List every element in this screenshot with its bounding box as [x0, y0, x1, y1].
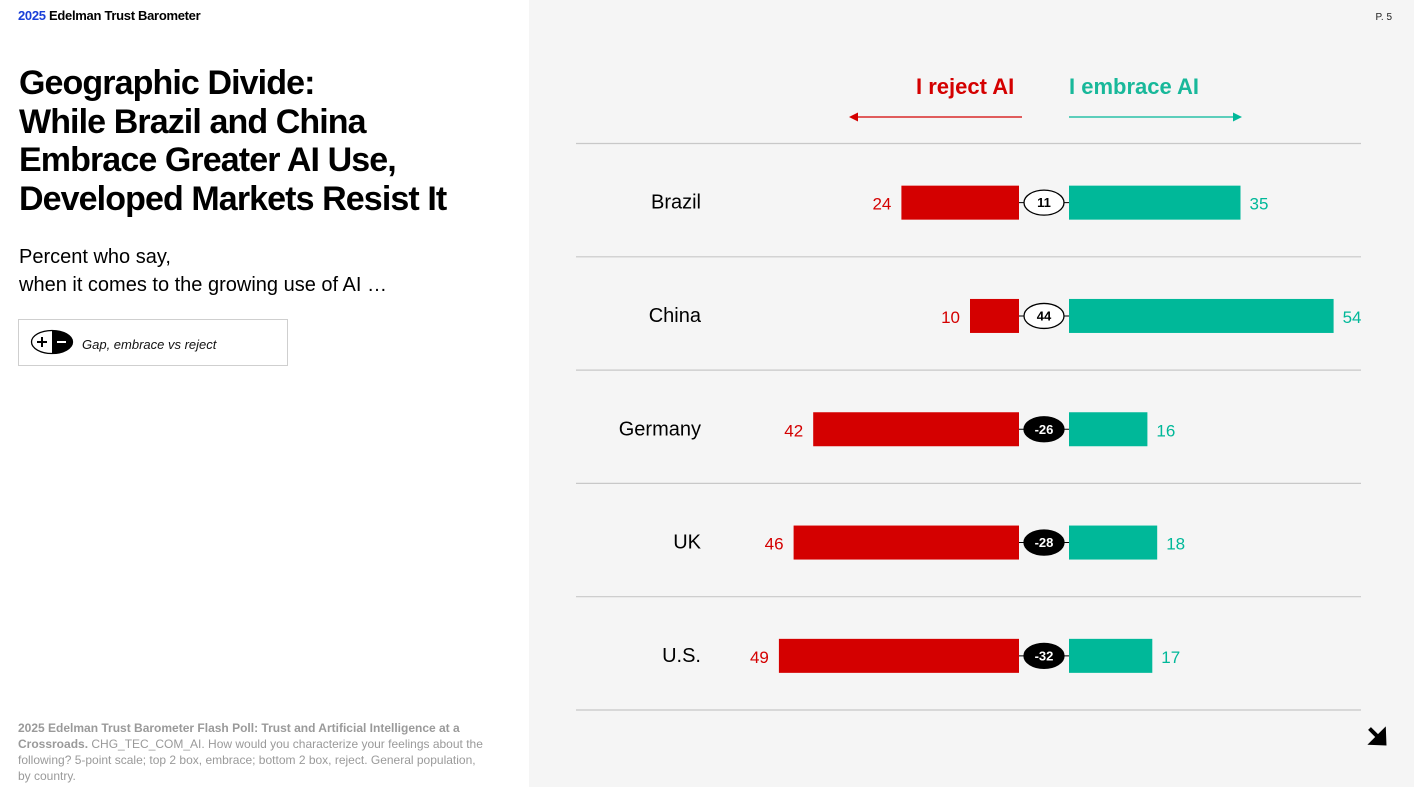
page-title: Geographic Divide: While Brazil and Chin… [19, 64, 519, 218]
embrace-bar [1069, 298, 1334, 333]
category-label: Brazil [651, 192, 701, 214]
reject-bar [813, 412, 1019, 447]
embrace-arrow-head [1233, 112, 1242, 122]
category-label: China [649, 305, 702, 327]
embrace-bar [1069, 185, 1241, 220]
gap-value-label: -32 [1035, 648, 1054, 663]
reject-value-label: 42 [784, 421, 803, 440]
source-text: CHG_TEC_COM_AI. How would you characteri… [18, 737, 483, 783]
reject-value-label: 24 [872, 195, 891, 214]
reject-value-label: 49 [750, 648, 769, 667]
embrace-bar [1069, 412, 1148, 447]
title-line: Developed Markets Resist It [19, 179, 447, 218]
title-line: Geographic Divide: [19, 64, 315, 102]
subtitle-line: when it comes to the growing use of AI … [19, 274, 387, 296]
subtitle-line: Percent who say, [19, 246, 171, 268]
reject-value-label: 46 [765, 535, 784, 554]
embrace-value-label: 18 [1166, 535, 1185, 554]
gap-value-label: -28 [1035, 535, 1054, 550]
embrace-bar [1069, 638, 1153, 673]
gap-bubble [1023, 642, 1065, 669]
source-title: 2025 Edelman Trust Barometer Flash Poll:… [18, 721, 460, 751]
gap-value-label: 11 [1037, 195, 1051, 210]
gap-value-label: 44 [1037, 308, 1052, 323]
reject-bar [778, 638, 1019, 673]
legend-label: Gap, embrace vs reject [82, 337, 217, 352]
reject-bar [793, 525, 1019, 560]
brand-logo: 2025 Edelman Trust Barometer [18, 8, 201, 23]
page-number: P. 5 [1375, 12, 1393, 23]
embrace-value-label: 17 [1161, 648, 1180, 667]
embrace-value-label: 35 [1250, 195, 1269, 214]
gap-bubble [1023, 529, 1065, 556]
gap-value-label: -26 [1035, 422, 1054, 437]
reject-bar [970, 298, 1019, 333]
subtitle: Percent who say, when it comes to the gr… [19, 243, 387, 299]
embrace-bar [1069, 525, 1158, 560]
embrace-value-label: 16 [1156, 421, 1175, 440]
reject-value-label: 10 [941, 308, 960, 327]
reject-header: I reject AI [916, 74, 1015, 99]
gap-bubble [1023, 302, 1065, 330]
category-label: Germany [619, 418, 701, 440]
embrace-value-label: 54 [1343, 308, 1362, 327]
brand-name: Edelman Trust Barometer [49, 8, 201, 23]
source-note: 2025 Edelman Trust Barometer Flash Poll:… [18, 720, 483, 784]
title-line: Embrace Greater AI Use, [19, 141, 397, 179]
left-panel: 2025 Edelman Trust Barometer Geographic … [0, 0, 529, 787]
brand-year: 2025 [18, 8, 46, 23]
category-label: U.S. [662, 645, 701, 667]
title-line: While Brazil and China [19, 102, 367, 141]
embrace-header: I embrace AI [1069, 74, 1200, 99]
reject-arrow-head [849, 112, 858, 122]
category-label: UK [673, 532, 701, 554]
gap-bubble [1023, 189, 1065, 216]
plus-minus-icon [30, 329, 74, 355]
reject-bar [901, 185, 1019, 220]
gap-bubble [1023, 416, 1065, 443]
next-page-arrow-icon[interactable] [1363, 722, 1393, 752]
gap-legend: Gap, embrace vs reject [18, 319, 288, 366]
